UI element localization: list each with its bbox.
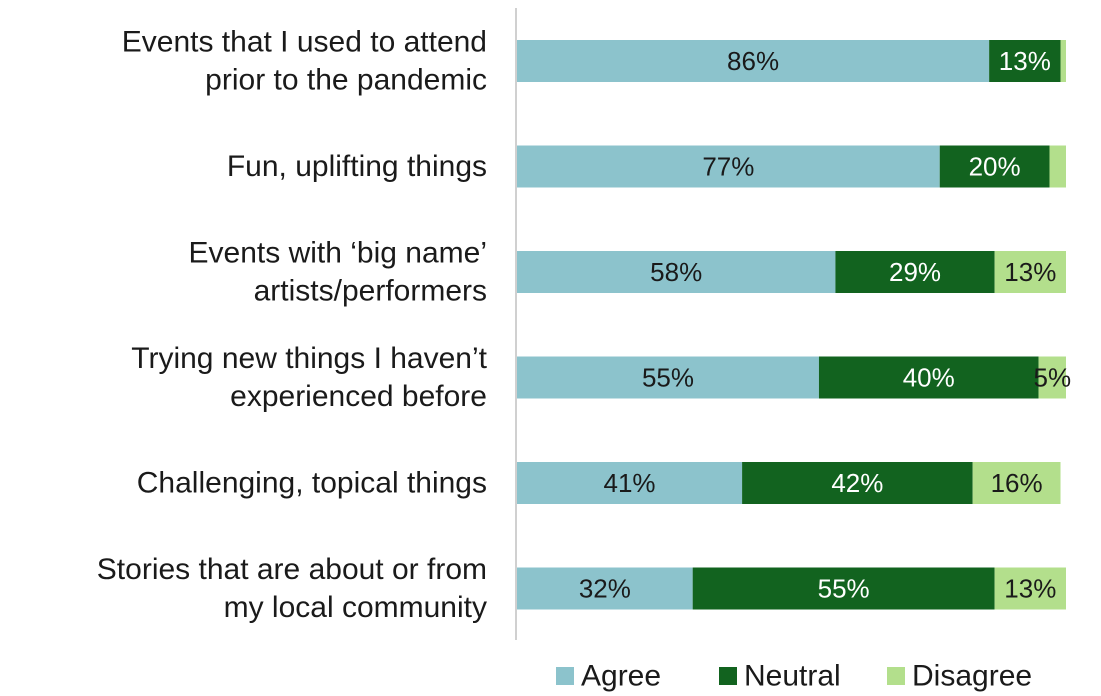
category-label: Trying new things I haven’t <box>131 342 487 375</box>
category-label: artists/performers <box>254 275 487 308</box>
bar-neutral <box>989 40 1061 82</box>
bar-agree <box>517 145 940 188</box>
bar-disagree <box>972 462 1061 504</box>
data-label-agree: 32% <box>579 574 631 604</box>
category-label: Challenging, topical things <box>137 467 487 500</box>
category-label: experienced before <box>230 380 487 413</box>
bars-group: 86% 13% 77% 20% 58% 29% 13% 55% 40% 5% 41% 42% 16% 32… <box>517 40 1071 610</box>
data-label-neutral: 55% <box>818 574 870 604</box>
category-label: Events that I used to attend <box>122 26 487 59</box>
bar-disagree <box>1038 356 1066 399</box>
category-labels: Events that I used to attend prior to the… <box>97 26 488 625</box>
data-label-disagree: 13% <box>1004 257 1056 287</box>
legend-label-agree: Agree <box>581 660 661 693</box>
data-label-neutral: 42% <box>831 468 883 498</box>
bar-agree <box>517 567 693 610</box>
data-label-agree: 86% <box>727 46 779 76</box>
bar-neutral <box>818 356 1039 399</box>
legend-swatch-agree <box>556 667 574 685</box>
category-label: Fun, uplifting things <box>227 150 487 183</box>
bar-disagree <box>1060 40 1066 82</box>
data-label-disagree: 16% <box>991 468 1043 498</box>
category-label: prior to the pandemic <box>205 64 487 97</box>
legend: Agree Neutral Disagree <box>556 660 1032 693</box>
bar-disagree <box>1049 145 1066 188</box>
bar-agree <box>517 356 819 399</box>
data-label-neutral: 20% <box>969 152 1021 182</box>
data-label-agree: 41% <box>604 468 656 498</box>
bar-disagree <box>994 567 1066 610</box>
category-label: Events with ‘big name’ <box>189 237 487 270</box>
data-label-agree: 58% <box>650 257 702 287</box>
bar-neutral <box>835 251 995 293</box>
bar-neutral <box>742 462 973 504</box>
legend-label-neutral: Neutral <box>744 660 841 693</box>
bar-disagree <box>994 251 1066 293</box>
data-label-neutral: 40% <box>903 363 955 393</box>
category-label: my local community <box>224 591 487 624</box>
data-label-disagree: 5% <box>1033 363 1071 393</box>
category-label: Stories that are about or from <box>97 553 487 586</box>
data-label-disagree: 13% <box>1004 574 1056 604</box>
legend-swatch-disagree <box>887 667 905 685</box>
legend-label-disagree: Disagree <box>912 660 1032 693</box>
bar-agree <box>517 251 836 293</box>
data-label-neutral: 13% <box>999 46 1051 76</box>
bar-neutral <box>692 567 995 610</box>
bar-agree <box>517 40 990 82</box>
bar-agree <box>517 462 743 504</box>
data-label-agree: 77% <box>702 152 754 182</box>
data-label-neutral: 29% <box>889 257 941 287</box>
legend-swatch-neutral <box>719 667 737 685</box>
data-label-agree: 55% <box>642 363 694 393</box>
bar-neutral <box>939 145 1050 188</box>
